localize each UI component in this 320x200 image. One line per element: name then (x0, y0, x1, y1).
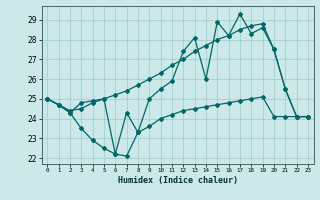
X-axis label: Humidex (Indice chaleur): Humidex (Indice chaleur) (118, 176, 237, 185)
